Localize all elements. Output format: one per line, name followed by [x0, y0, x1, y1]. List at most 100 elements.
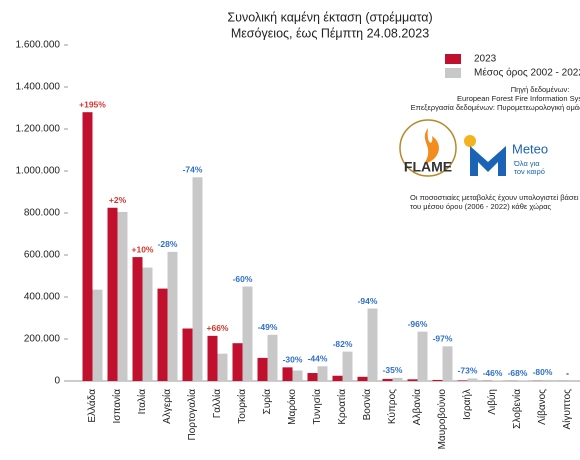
legend-label: 2023	[474, 54, 497, 65]
bar	[417, 331, 428, 381]
change-label: -44%	[308, 354, 328, 364]
x-tick-label: Γαλλία	[211, 389, 223, 419]
change-label: -97%	[433, 334, 453, 344]
bar	[167, 251, 178, 381]
bar	[242, 286, 253, 381]
bar	[257, 357, 268, 381]
x-tick-label: Ισραήλ	[461, 389, 473, 420]
change-label: +10%	[132, 244, 154, 254]
change-label: -30%	[283, 355, 303, 365]
bar	[342, 351, 353, 381]
x-tick-label: Κύπρος	[386, 389, 398, 424]
x-tick-label: Σλοβενία	[511, 389, 523, 429]
bar	[182, 328, 193, 381]
meteo-tagline: Όλα για	[513, 159, 540, 168]
source-text: Επεξεργασία δεδομένων: Πυρομετεωρολογική…	[411, 103, 580, 112]
bar	[357, 376, 368, 381]
bar	[382, 378, 393, 381]
y-tick-label: 800.000	[24, 208, 61, 219]
change-label: -28%	[158, 239, 178, 249]
meteo-sun	[464, 135, 476, 147]
y-tick-label: 1.200.000	[16, 124, 61, 135]
bar	[367, 308, 378, 381]
y-tick-label: 400.000	[24, 292, 61, 303]
x-tick-label: Ιταλία	[136, 389, 148, 415]
change-label: -35%	[383, 365, 403, 375]
bar	[117, 211, 128, 381]
x-tick-label: Αλβανία	[411, 389, 423, 425]
legend-label: Μέσος όρος 2002 - 2022	[474, 67, 580, 79]
bar	[392, 377, 403, 381]
y-tick-label: 200.000	[24, 334, 61, 345]
bar	[267, 334, 278, 381]
bar	[432, 379, 443, 381]
bar	[282, 367, 293, 381]
change-label: +66%	[207, 323, 229, 333]
y-tick-label: 0	[54, 376, 60, 387]
chart-title: Συνολική καμένη έκταση (στρέμματα)	[227, 10, 432, 24]
x-tick-label: Συρία	[261, 389, 273, 415]
bar	[157, 288, 168, 381]
legend-swatch	[445, 68, 461, 78]
x-tick-label: Πορτογαλία	[186, 389, 198, 441]
x-tick-label: Λιβύη	[486, 389, 498, 415]
change-label: -60%	[233, 274, 253, 284]
flame-text: FLAME	[404, 159, 452, 175]
x-tick-label: Μαρόκο	[286, 389, 298, 425]
x-tick-label: Τυνησία	[311, 389, 323, 425]
change-label: -74%	[183, 165, 203, 175]
y-tick-label: 600.000	[24, 250, 61, 261]
bar	[82, 112, 93, 381]
bar	[232, 343, 243, 381]
bar	[317, 366, 328, 381]
change-label: +2%	[109, 195, 127, 205]
change-label: -73%	[458, 366, 478, 376]
x-tick-label: Ελλάδα	[86, 389, 98, 423]
x-tick-label: Τουρκία	[236, 389, 248, 424]
bar	[407, 379, 418, 381]
change-label: -82%	[333, 339, 353, 349]
change-label: -94%	[358, 296, 378, 306]
note-text: του μέσου όρου (2006 - 2022) κάθε χώρας	[410, 202, 552, 211]
meteo-logo: Meteo Όλα για τον καιρό	[464, 135, 548, 176]
meteo-text: Meteo	[512, 141, 548, 156]
bar	[142, 267, 153, 381]
bar	[542, 379, 553, 381]
change-label: -68%	[508, 368, 528, 378]
bar	[207, 335, 218, 381]
change-label: -46%	[483, 368, 503, 378]
bar	[107, 207, 118, 381]
bar	[132, 257, 143, 381]
bar	[292, 370, 303, 381]
x-tick-label: Λίβανος	[536, 389, 548, 425]
bar	[217, 353, 228, 381]
bar	[332, 375, 343, 381]
x-tick-label: Αλγερία	[161, 389, 173, 424]
flame-logo: FLAME	[399, 119, 457, 177]
x-tick-label: Μαυροβούνιο	[436, 389, 448, 450]
meteo-tagline: τον καιρό	[514, 167, 545, 176]
note-text: Οι ποσοστιαίες μεταβολές έχουν υπολογιστ…	[410, 193, 579, 202]
change-label: -	[566, 368, 569, 378]
bar	[457, 380, 468, 381]
x-tick-label: Κροατία	[336, 389, 348, 425]
legend-swatch	[445, 54, 461, 64]
change-label: -49%	[258, 322, 278, 332]
source-text: European Forest Fire Information System …	[457, 94, 580, 103]
y-tick-label: 1.400.000	[16, 82, 61, 93]
meteo-mark	[470, 146, 506, 176]
x-tick-label: Βοσνία	[361, 389, 373, 421]
bar	[192, 177, 203, 381]
bar	[307, 373, 318, 381]
change-label: -96%	[408, 319, 428, 329]
x-tick-label: Ισπανία	[111, 389, 123, 424]
source-text: Πηγή δεδομένων:	[511, 85, 570, 94]
x-tick-label: Αίγυπτος	[561, 389, 573, 430]
change-label: +195%	[79, 99, 106, 109]
y-tick-label: 1.000.000	[16, 166, 61, 177]
flame-shape	[424, 128, 439, 164]
bar	[442, 346, 453, 381]
bar	[92, 289, 103, 381]
